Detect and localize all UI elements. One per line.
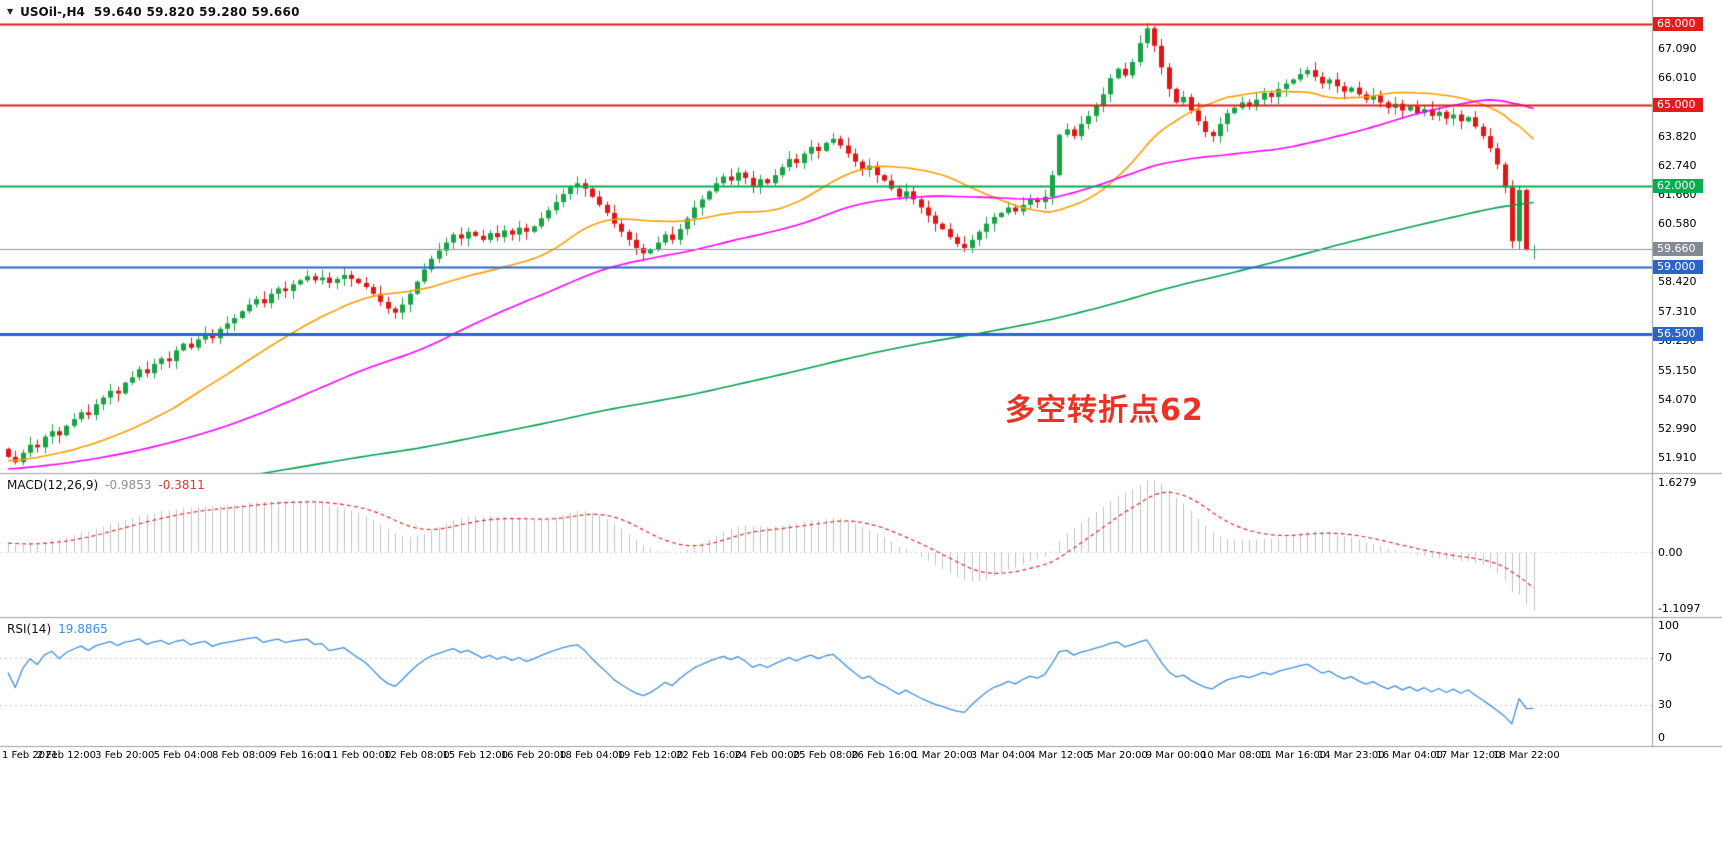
rsi-name: RSI(14): [7, 622, 52, 636]
rsi-indicator-label: RSI(14) 19.8865: [7, 622, 108, 636]
chart-title: ▼ USOil-,H4 59.640 59.820 59.280 59.660: [7, 5, 300, 19]
macd-indicator-label: MACD(12,26,9) -0.9853 -0.3811: [7, 478, 205, 492]
chart-annotation-text: 多空转折点62: [1005, 393, 1204, 428]
chart-symbol-period: USOil-,H4: [20, 5, 85, 19]
macd-name: MACD(12,26,9): [7, 478, 99, 492]
rsi-value: 19.8865: [58, 622, 108, 636]
macd-main-value: -0.9853: [105, 478, 152, 492]
macd-signal-value: -0.3811: [158, 478, 205, 492]
chart-ohlc-values: 59.640 59.820 59.280 59.660: [93, 5, 300, 19]
symbol-dropdown-icon[interactable]: ▼: [7, 7, 14, 16]
